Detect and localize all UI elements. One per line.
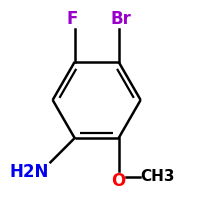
- Text: F: F: [67, 10, 78, 28]
- Text: O: O: [112, 172, 126, 190]
- Text: CH3: CH3: [141, 169, 175, 184]
- Text: Br: Br: [110, 10, 131, 28]
- Text: H2N: H2N: [10, 163, 49, 181]
